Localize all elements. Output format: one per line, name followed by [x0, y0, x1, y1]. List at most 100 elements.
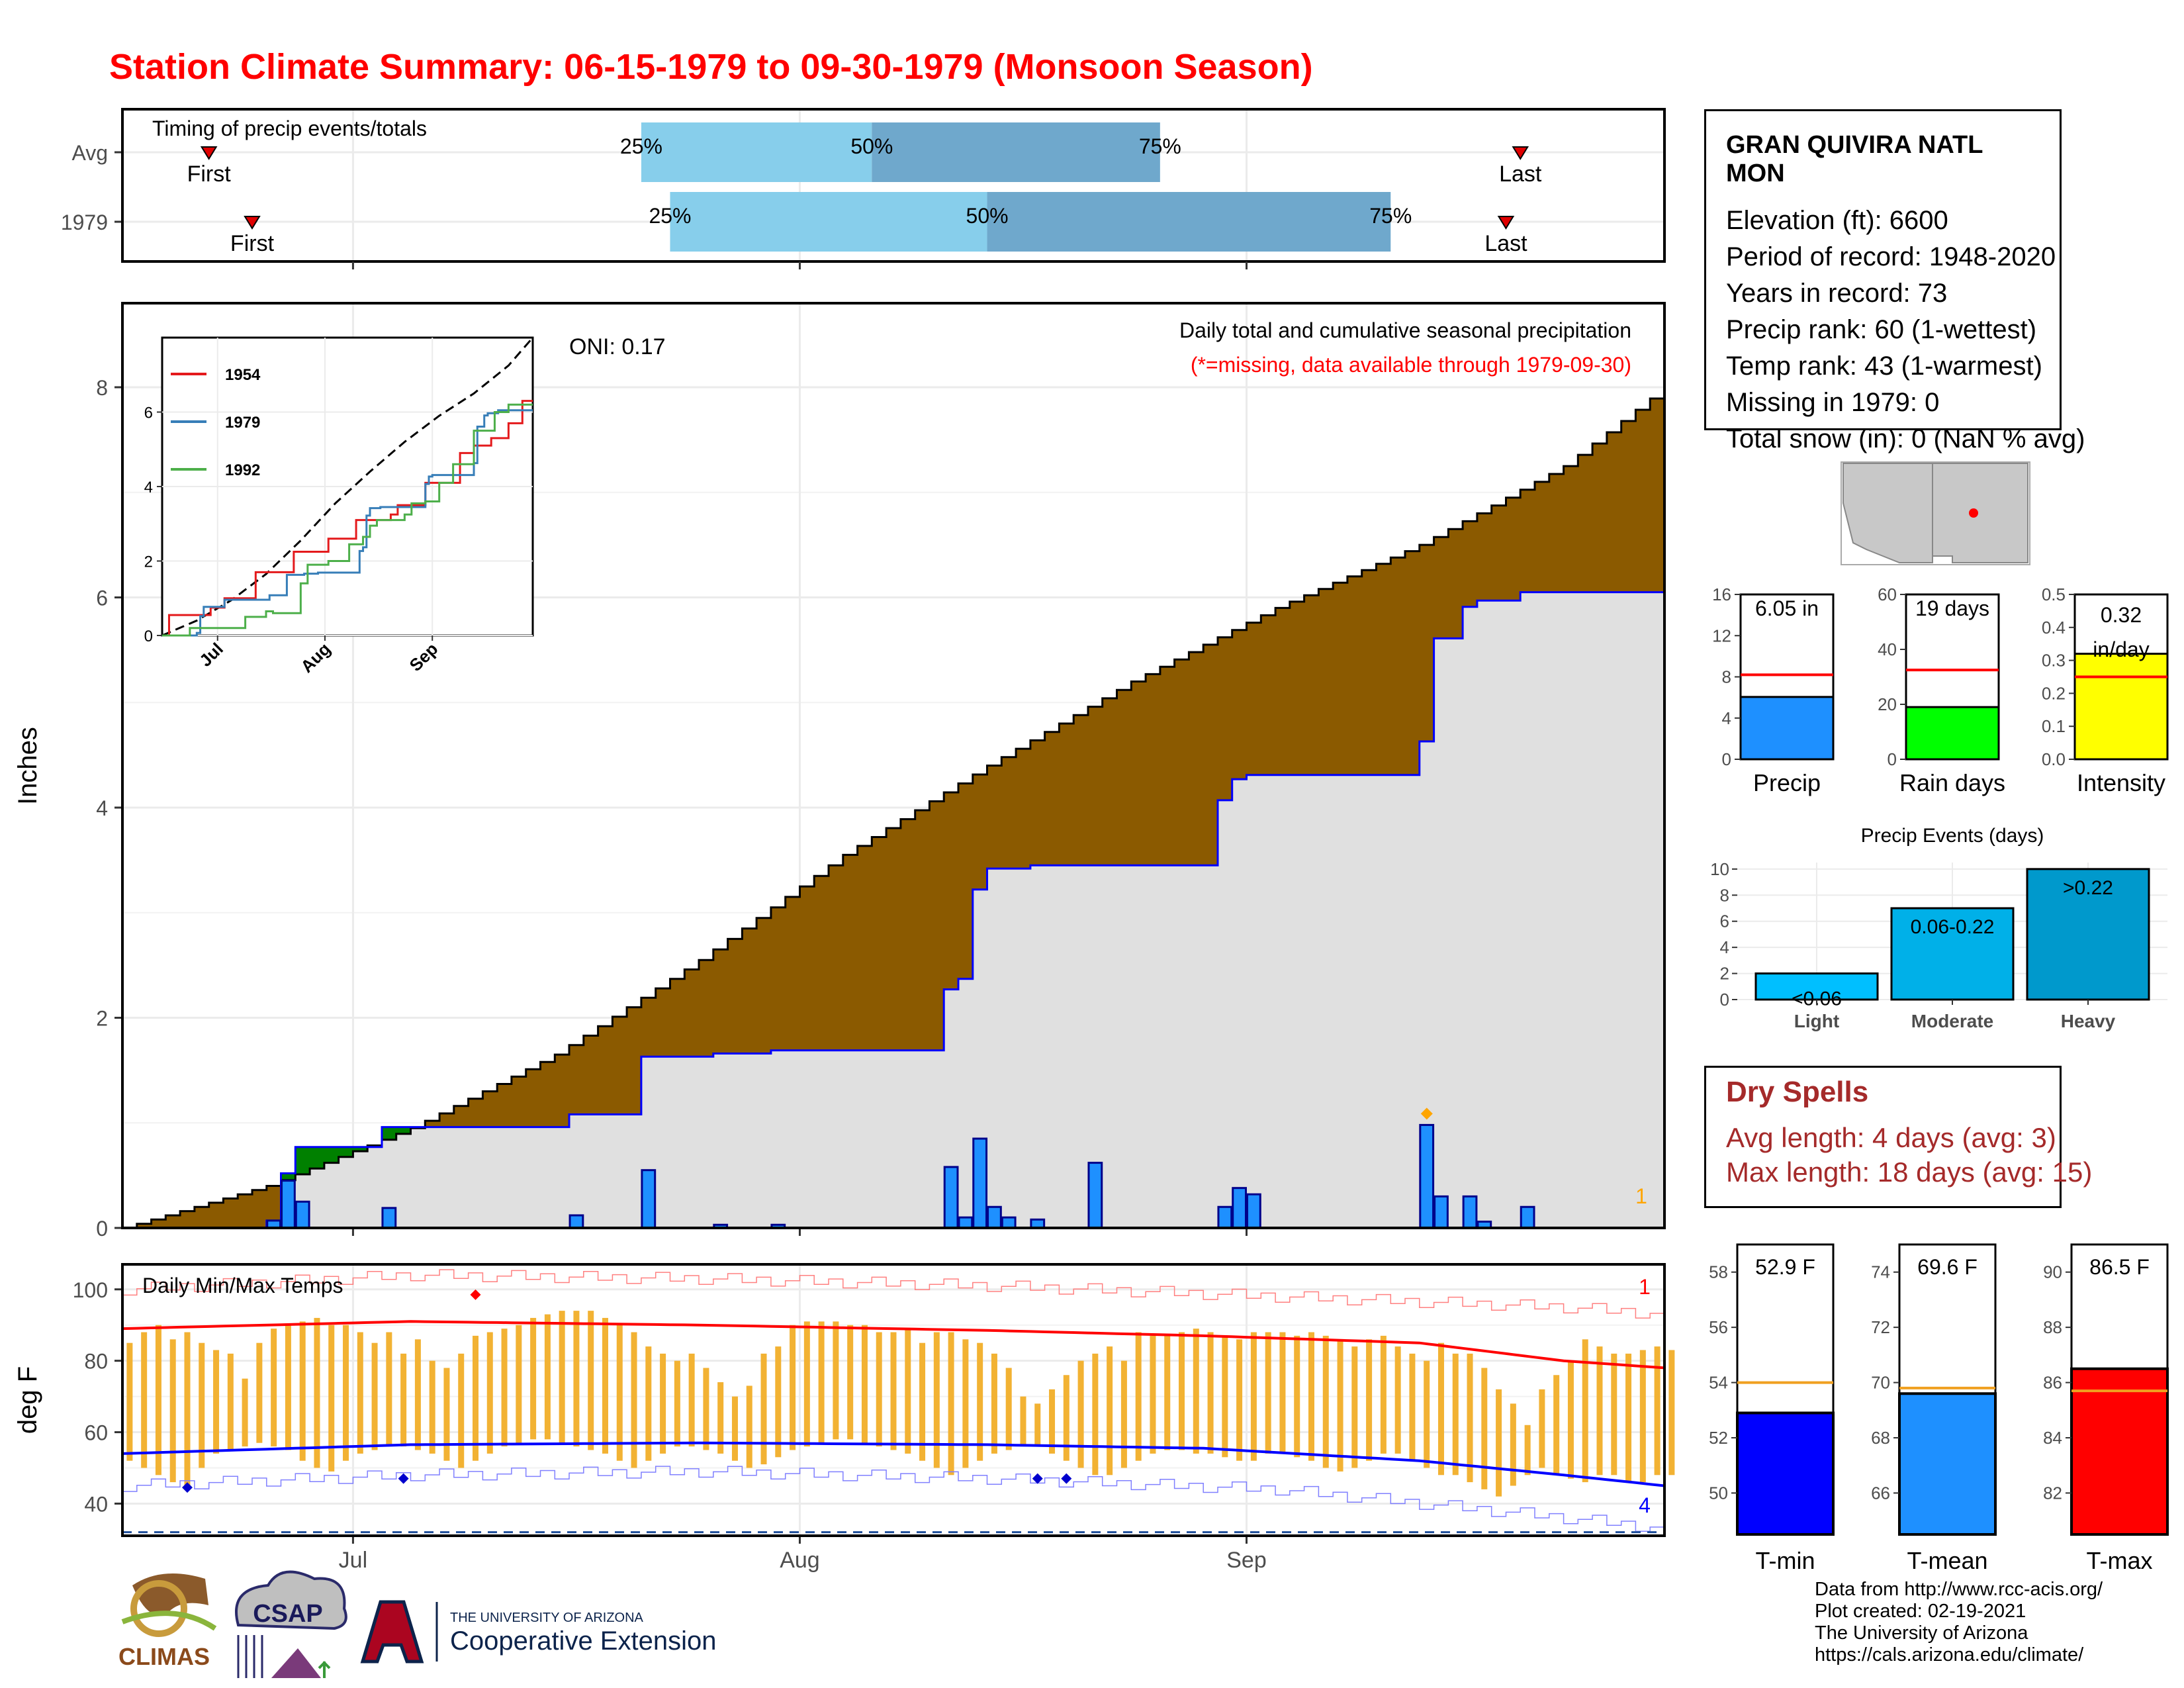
daily-temp-bar: [933, 1332, 940, 1468]
daily-temp-bar: [1611, 1353, 1617, 1476]
summary-y-tick-label: 0.3: [2042, 651, 2066, 671]
station-years: Years in record: 73: [1726, 279, 1948, 308]
daily-temp-bar: [977, 1342, 983, 1461]
daily-precip-bar: [987, 1205, 1002, 1229]
oni-label: ONI: 0.17: [569, 334, 666, 359]
ua-small-text: THE UNIVERSITY OF ARIZONA: [450, 1611, 644, 1625]
ua-block-a-logo: [360, 1600, 424, 1664]
temp-y-tick-label: 60: [84, 1421, 108, 1445]
daily-temp-bar: [1207, 1332, 1214, 1454]
daily-temp-bar: [328, 1325, 335, 1472]
summary-y-tick-label: 8: [1722, 667, 1731, 687]
csap-chart-icon: [237, 1635, 263, 1678]
daily-temp-bar: [1582, 1339, 1588, 1483]
daily-temp-bar: [1236, 1339, 1243, 1461]
event-label: Last: [1484, 231, 1527, 256]
daily-temp-bar: [429, 1360, 435, 1454]
daily-temp-bar: [414, 1339, 421, 1450]
temp-bar-y-tick-label: 74: [1871, 1262, 1890, 1282]
inset-y-tick-label: 4: [144, 479, 153, 496]
temp-bar-y-tick-label: 54: [1709, 1373, 1728, 1393]
daily-temp-bar: [1654, 1346, 1661, 1476]
daily-precip-bar: [1520, 1205, 1535, 1229]
inset-series-line: [162, 409, 533, 637]
daily-temp-bar: [1409, 1353, 1416, 1461]
summary-y-tick-label: 0: [1722, 749, 1731, 769]
dry-spells-avg: Avg length: 4 days (avg: 3): [1726, 1122, 2056, 1153]
daily-temp-bar: [155, 1325, 161, 1476]
summary-value-label: 19 days: [1915, 596, 1989, 620]
event-y-tick-label: 0: [1720, 990, 1729, 1009]
temp-bar-y-tick-label: 52: [1709, 1428, 1728, 1448]
daily-temp-bar: [213, 1350, 220, 1454]
daily-temp-bar: [242, 1378, 248, 1447]
temp-bar-y-tick-label: 88: [2043, 1317, 2062, 1337]
summary-bar-label: Intensity: [2077, 769, 2165, 796]
summary-y-tick-label: 0: [1888, 749, 1897, 769]
daily-temp-bar: [1539, 1389, 1545, 1468]
csap-cactus-icon: [318, 1661, 331, 1678]
daily-temp-bar: [1049, 1389, 1056, 1454]
daily-temp-bar: [486, 1332, 493, 1454]
daily-temp-bar: [703, 1368, 709, 1450]
summary-y-tick-label: 40: [1878, 639, 1897, 659]
daily-temp-bar: [803, 1321, 810, 1447]
daily-temp-bar: [1063, 1375, 1069, 1461]
summary-y-tick-label: 0.1: [2042, 716, 2066, 736]
event-label: First: [187, 162, 232, 187]
x-tick-label: Jul: [339, 1548, 367, 1573]
event-y-tick-label: 6: [1720, 912, 1729, 931]
event-y-tick-label: 2: [1720, 964, 1729, 984]
event-bar-label: Heavy: [2061, 1011, 2116, 1031]
summary-y-tick-label: 20: [1878, 694, 1897, 714]
avg-min-line: [122, 1441, 1665, 1487]
daily-temp-bar: [1135, 1332, 1142, 1461]
daily-temp-bar: [1322, 1335, 1329, 1468]
daily-temp-bar: [660, 1353, 666, 1454]
y-axis-label: Inches: [13, 727, 42, 805]
event-bar-value: 0.06-0.22: [1911, 916, 1995, 938]
daily-temp-bar: [847, 1325, 854, 1440]
y-tick-label: 0: [96, 1217, 108, 1241]
credit-line: The University of Arizona: [1815, 1622, 2028, 1644]
daily-temp-bar: [573, 1311, 580, 1447]
daily-temp-bar: [199, 1342, 205, 1468]
summary-bar-label: Rain days: [1899, 769, 2005, 796]
temp-bar-label: T-max: [2086, 1547, 2152, 1574]
daily-temp-bar: [991, 1353, 997, 1454]
daily-temp-bar: [314, 1317, 320, 1468]
y-tick-label: 4: [96, 796, 108, 820]
station-period: Period of record: 1948-2020: [1726, 242, 2056, 271]
daily-precip-bar: [1462, 1195, 1478, 1229]
summary-y-tick-label: 12: [1712, 626, 1731, 645]
event-label: First: [230, 231, 275, 256]
x-tick-label: Aug: [780, 1548, 820, 1573]
daily-temp-bar: [688, 1353, 695, 1447]
credit-line: Plot created: 02-19-2021: [1815, 1601, 2026, 1622]
event-bar: [2026, 868, 2150, 1001]
temp-bar-y-tick-label: 66: [1871, 1483, 1890, 1503]
daily-temp-bar: [833, 1321, 839, 1440]
temp-summary-bar: [1736, 1411, 1835, 1536]
summary-bar-label: Precip: [1753, 769, 1821, 796]
daily-temp-bar: [890, 1332, 897, 1450]
event-bar-label: Light: [1794, 1011, 1839, 1031]
daily-temp-bar: [516, 1325, 522, 1443]
daily-temp-bar: [1668, 1350, 1675, 1476]
daily-temp-bar: [1164, 1335, 1171, 1450]
summary-value-label: in/day: [2093, 637, 2149, 661]
temp-bar-y-tick-label: 56: [1709, 1317, 1728, 1337]
y-tick-label: 2: [96, 1007, 108, 1031]
daily-temp-bar: [1120, 1360, 1127, 1468]
logos: CLIMAS CSAP THE UNIVERSITY OF ARIZONACoope…: [118, 1570, 716, 1678]
precip-frame: [121, 302, 1666, 1229]
temp-bar-y-tick-label: 68: [1871, 1428, 1890, 1448]
summary-bar: [2073, 653, 2169, 761]
temp-y-axis-label: deg F: [13, 1366, 42, 1434]
cumulative-1979-line: [122, 591, 1664, 1229]
summary-y-tick-label: 0.4: [2042, 618, 2066, 637]
timing-bar-q3: [987, 192, 1391, 252]
dry-spells-box: Dry Spells Avg length: 4 days (avg: 3) M…: [1704, 1066, 2092, 1208]
temp-bar-y-tick-label: 84: [2043, 1428, 2062, 1448]
timing-bar-q2: [670, 192, 987, 252]
